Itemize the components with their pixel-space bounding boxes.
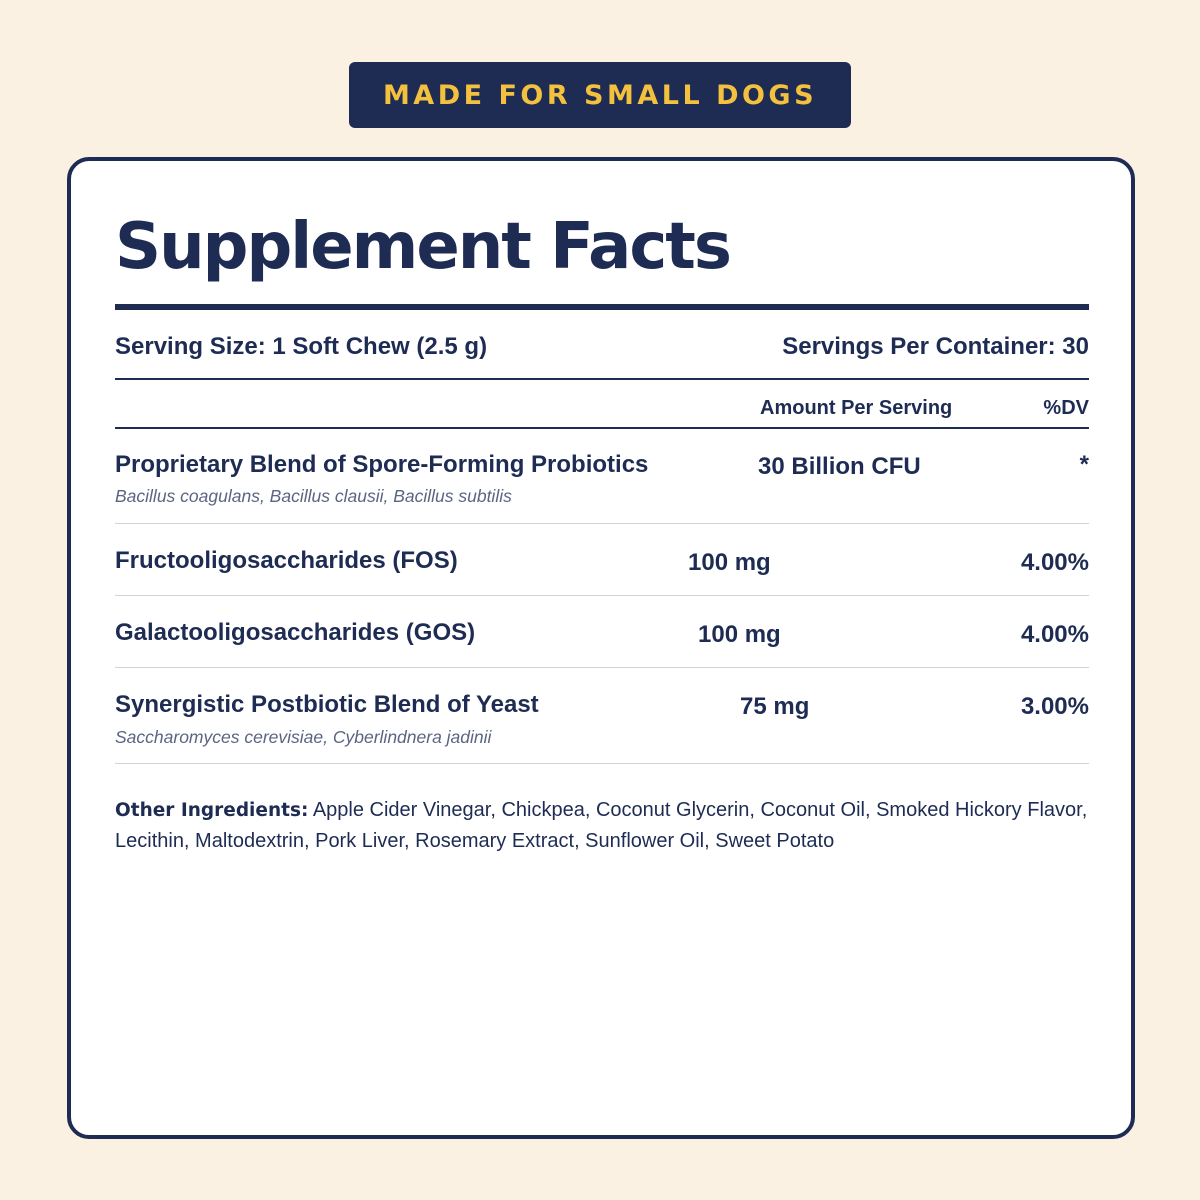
row-dv-fos: 4.00% — [1020, 549, 1089, 576]
row-name-probiotics: Proprietary Blend of Spore-Forming Probi… — [115, 451, 649, 478]
row-amount-probiotics: 30 Billion CFU — [758, 453, 921, 480]
title-divider — [115, 304, 1089, 310]
row-amount-fos: 100 mg — [688, 549, 771, 576]
row-dv-probiotics: * — [1079, 451, 1089, 478]
row-amount-postbiotic: 75 mg — [740, 693, 810, 720]
dv-column-header: %DV — [1043, 397, 1089, 419]
row-dv-gos: 4.00% — [1020, 621, 1089, 648]
header-divider — [115, 427, 1089, 429]
small-dogs-badge: MADE FOR SMALL DOGS — [349, 62, 851, 128]
other-ingredients: Other Ingredients: Apple Cider Vinegar, … — [115, 795, 1095, 856]
panel-title: Supplement Facts — [115, 210, 732, 284]
serving-divider — [115, 378, 1089, 380]
serving-size: Serving Size: 1 Soft Chew (2.5 g) — [115, 333, 488, 360]
supplement-facts-panel: Supplement Facts Serving Size: 1 Soft Ch… — [67, 157, 1135, 1139]
row-divider — [115, 763, 1089, 764]
servings-per-container: Servings Per Container: 30 — [782, 333, 1089, 360]
row-sub-probiotics: Bacillus coagulans, Bacillus clausii, Ba… — [115, 486, 512, 506]
amount-column-header: Amount Per Serving — [760, 397, 953, 419]
row-name-fos: Fructooligosaccharides (FOS) — [115, 547, 458, 574]
row-divider — [115, 595, 1089, 596]
row-dv-postbiotic: 3.00% — [1020, 693, 1089, 720]
row-sub-postbiotic: Saccharomyces cerevisiae, Cyberlindnera … — [115, 727, 492, 747]
row-name-postbiotic: Synergistic Postbiotic Blend of Yeast — [115, 691, 539, 718]
row-divider — [115, 667, 1089, 668]
badge-label: MADE FOR SMALL DOGS — [382, 79, 818, 111]
row-divider — [115, 523, 1089, 524]
row-amount-gos: 100 mg — [698, 621, 781, 648]
other-ingredients-list: Apple Cider Vinegar, Chickpea, Coconut G… — [115, 799, 1088, 852]
other-ingredients-label: Other Ingredients: — [115, 800, 309, 821]
row-name-gos: Galactooligosaccharides (GOS) — [115, 619, 476, 646]
